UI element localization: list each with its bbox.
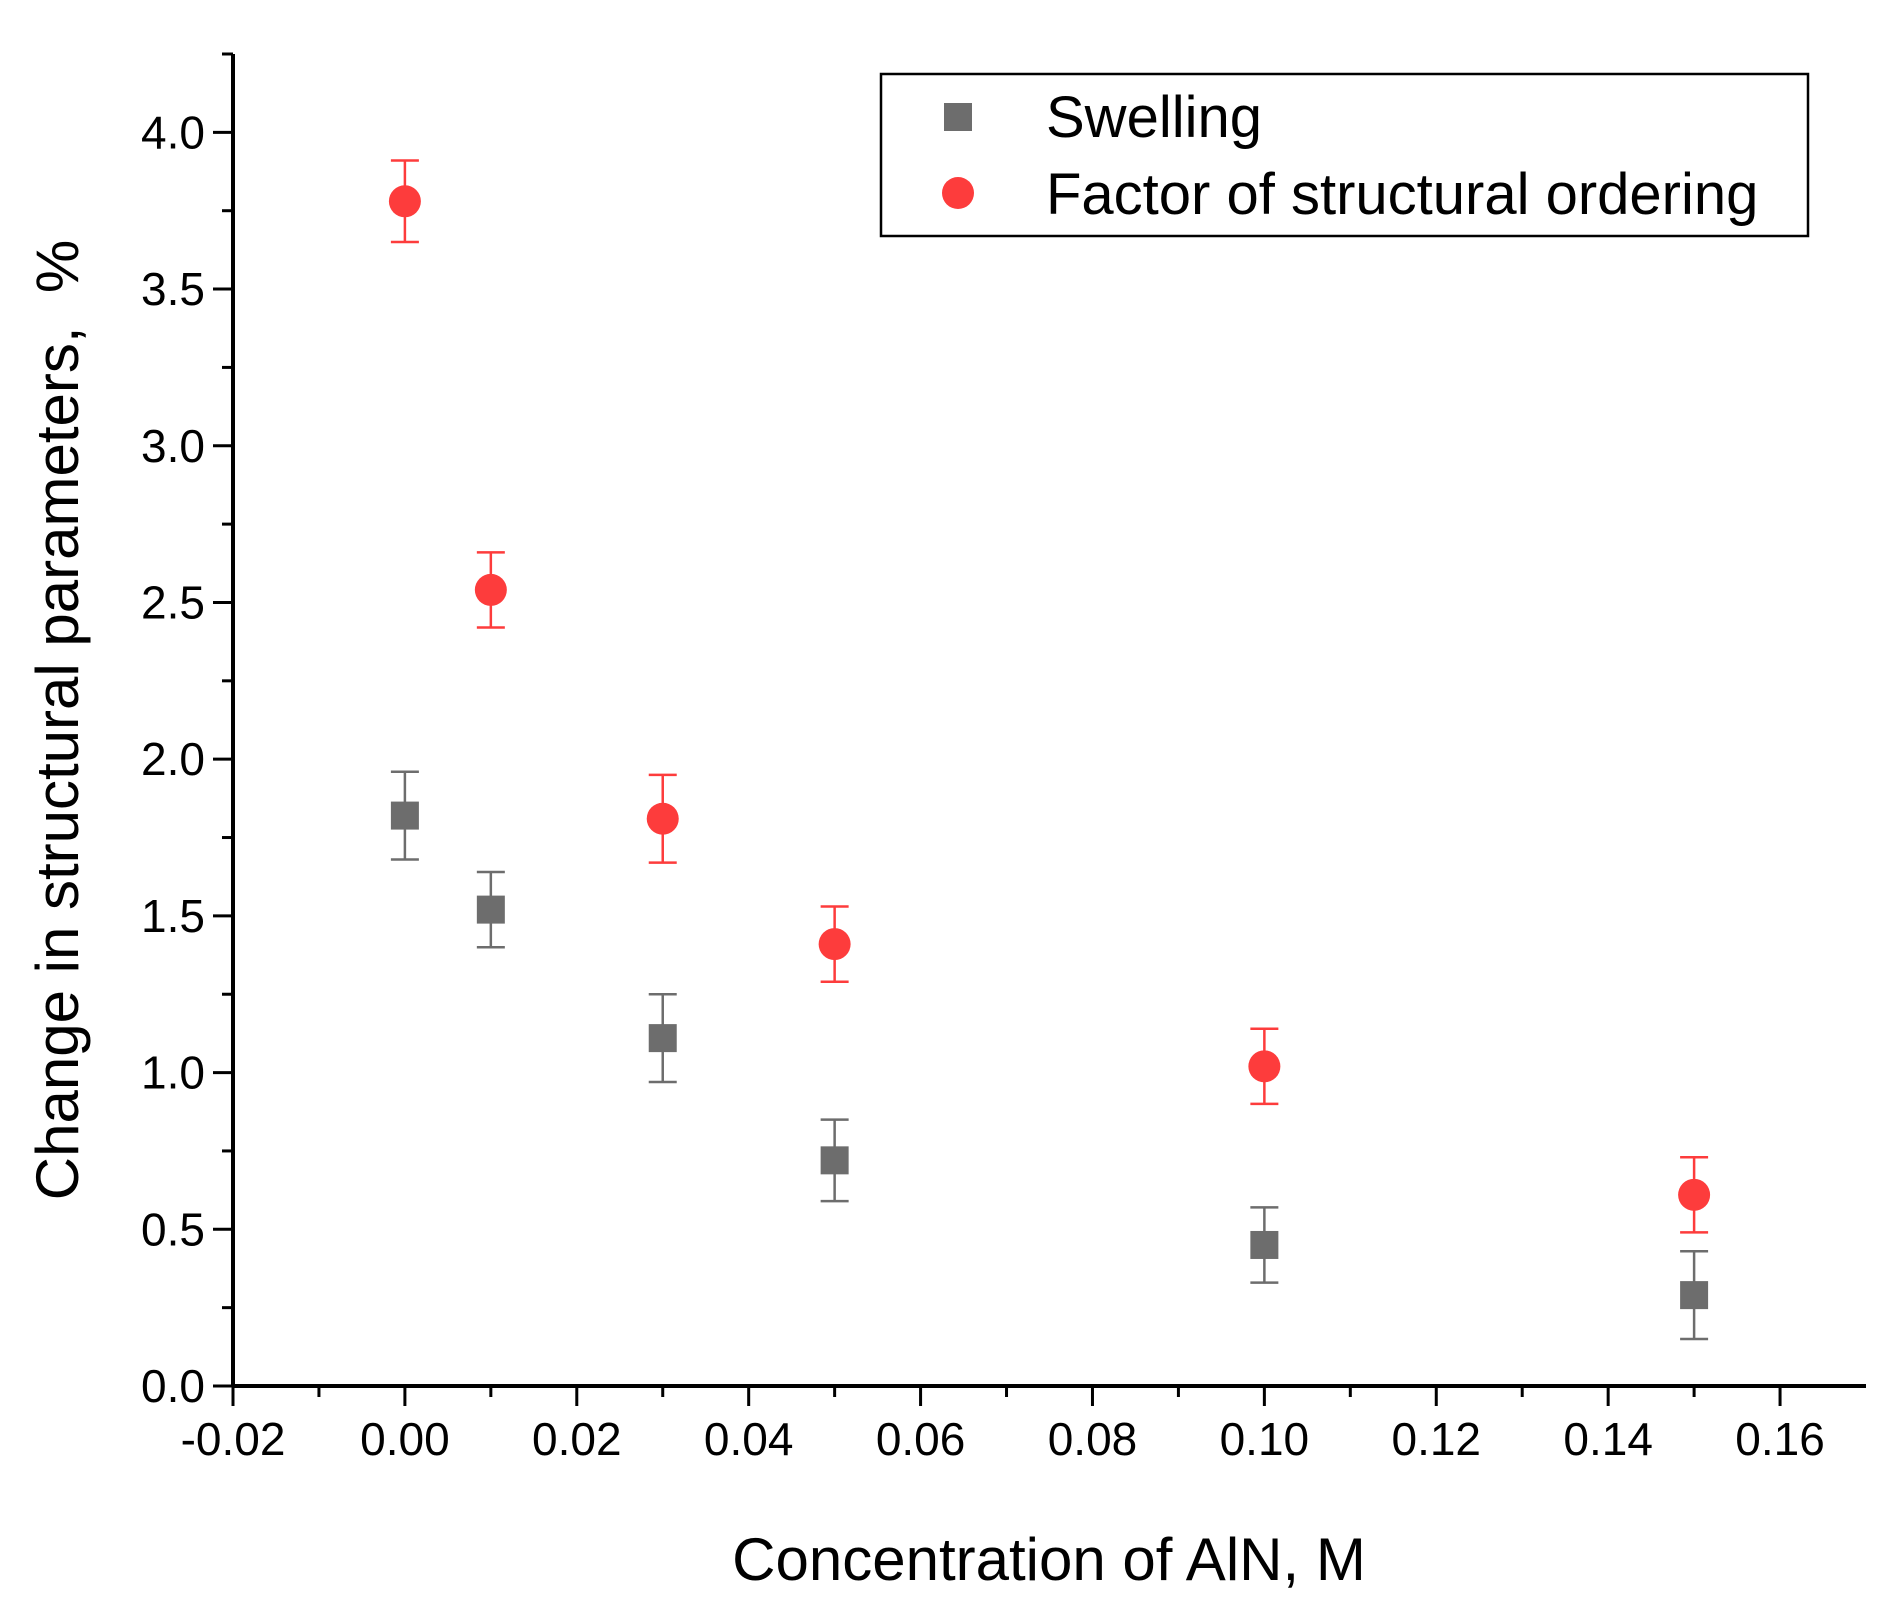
series-swelling	[390, 770, 1709, 1341]
data-series	[388, 159, 1711, 1341]
data-point-circle	[474, 573, 507, 606]
data-point-circle	[1248, 1050, 1281, 1083]
y-tick-label: 1.5	[141, 890, 205, 942]
data-point-circle	[1678, 1178, 1711, 1211]
legend-marker-swelling	[944, 103, 972, 131]
data-point-square	[390, 801, 419, 830]
data-point-square	[820, 1146, 849, 1175]
x-tick-label: 0.06	[876, 1413, 966, 1465]
x-tick-label: 0.16	[1735, 1413, 1825, 1465]
x-tick-label: 0.02	[532, 1413, 622, 1465]
y-tick-label: 3.0	[141, 420, 205, 472]
legend: Swelling Factor of structural ordering	[879, 72, 1810, 238]
y-tick-label: 2.5	[141, 576, 205, 628]
y-tick-label: 2.0	[141, 733, 205, 785]
x-axis-title: Concentration of AlN, M	[732, 1526, 1366, 1593]
legend-label-swelling: Swelling	[1046, 85, 1262, 150]
data-point-circle	[818, 928, 851, 961]
y-tick-label: 3.5	[141, 263, 205, 315]
y-tick-label: 4.0	[141, 106, 205, 158]
y-ticks: 0.0 0.5 1.0 1.5 2.0 2.5 3.0 3.5 4.0	[141, 52, 233, 1412]
legend-marker-ordering	[942, 177, 974, 209]
data-point-square	[648, 1024, 677, 1053]
x-tick-label: 0.14	[1563, 1413, 1653, 1465]
data-point-circle	[388, 185, 421, 218]
x-tick-label: -0.02	[181, 1413, 286, 1465]
x-tick-label: 0.04	[704, 1413, 794, 1465]
y-tick-label: 1.0	[141, 1047, 205, 1099]
x-tick-label: 0.00	[360, 1413, 450, 1465]
y-tick-label: 0.5	[141, 1203, 205, 1255]
series-ordering	[388, 159, 1711, 1234]
x-ticks: -0.02 0.00 0.02 0.04 0.06 0.08 0.10 0.12 0.14 0.1…	[181, 1386, 1825, 1465]
y-axis-title: Change in structural parameters, %	[24, 240, 91, 1200]
x-tick-label: 0.08	[1048, 1413, 1138, 1465]
x-tick-label: 0.12	[1391, 1413, 1481, 1465]
data-point-circle	[646, 802, 679, 835]
axes: -0.02 0.00 0.02 0.04 0.06 0.08 0.10 0.12 0.14 0.1…	[141, 52, 1866, 1465]
x-tick-label: 0.10	[1220, 1413, 1310, 1465]
data-point-square	[476, 895, 505, 924]
data-point-square	[1680, 1281, 1709, 1310]
data-point-square	[1250, 1230, 1279, 1259]
legend-label-ordering: Factor of structural ordering	[1046, 162, 1758, 227]
y-tick-label: 0.0	[141, 1360, 205, 1412]
legend-frame	[879, 72, 1810, 238]
